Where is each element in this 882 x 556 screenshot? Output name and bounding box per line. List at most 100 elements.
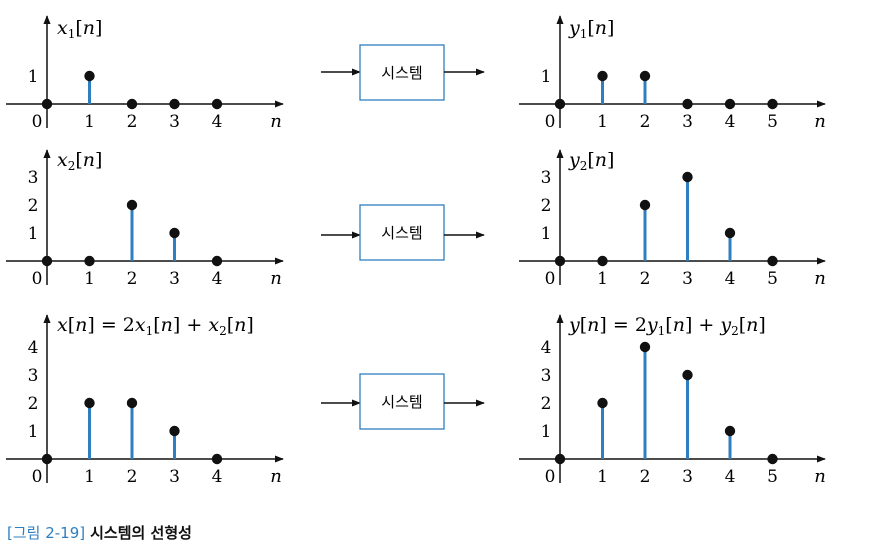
x-tick-label-y: 0 — [545, 467, 556, 487]
n-axis-label-y: n — [814, 466, 826, 487]
x-tick-label-x: 1 — [84, 467, 95, 487]
x-tick-label-x1: 4 — [212, 112, 223, 132]
plot-x1: 0 1 2 3 4 n 1 — [6, 15, 284, 132]
sample-point-y2-3 — [682, 171, 693, 183]
sample-point-y2-5 — [767, 255, 778, 267]
title-x2: x2[n] — [57, 149, 102, 173]
y-tick-label-y2: 1 — [541, 224, 552, 244]
sample-point-y1-5 — [767, 98, 778, 110]
title-y1: y1[n] — [568, 17, 614, 41]
x-tick-label-y: 5 — [767, 467, 778, 487]
title-y: y[n] = 2y1[n] + y2[n] — [568, 314, 766, 338]
sample-point-x1-2 — [126, 98, 138, 110]
n-axis-label-y1: n — [814, 111, 826, 132]
plot-y2: 0 1 2 3 4 5 n 1 2 3 — [519, 149, 826, 289]
system-blocks: 시스템 시스템 시스템 — [321, 44, 485, 430]
x-tick-label-y1: 0 — [545, 112, 556, 132]
plot-x2: 0 1 2 3 4 n 1 2 3 — [6, 149, 284, 289]
x-tick-label-x2: 3 — [169, 269, 180, 289]
y-tick-label-y2: 2 — [541, 196, 552, 216]
x-tick-label-x: 3 — [169, 467, 180, 487]
system-box-2 — [359, 204, 445, 261]
stem-plots: 0 1 2 3 4 n 1 0 1 2 3 4 5 n 1 0 1 2 3 4 n 1 2 3 0 1 2 3 4 5 n 1 2 3 0 1 2 3 4 n… — [6, 15, 826, 487]
sample-point-x2-1 — [84, 255, 95, 267]
x-tick-label-y2: 2 — [640, 269, 651, 289]
sample-point-x-3 — [169, 425, 180, 437]
x-tick-label-y1: 1 — [597, 112, 608, 132]
x-tick-label-y1: 4 — [725, 112, 736, 132]
plot-x: 0 1 2 3 4 n 1 2 3 4 — [6, 314, 284, 487]
y-tick-label-y: 2 — [541, 394, 552, 414]
sample-point-y-4 — [724, 425, 736, 437]
y-tick-label-x2: 2 — [28, 196, 39, 216]
sample-point-y-1 — [597, 397, 608, 409]
sample-point-x-4 — [211, 453, 223, 465]
sample-point-y1-3 — [682, 98, 693, 110]
n-axis-label-y2: n — [814, 268, 826, 289]
sample-point-y-3 — [682, 369, 693, 381]
system-box-3 — [359, 373, 445, 430]
y-tick-label-y1: 1 — [541, 67, 552, 87]
sample-point-y2-2 — [639, 199, 651, 211]
sample-point-x1-1 — [84, 70, 95, 82]
x-tick-label-y2: 5 — [767, 269, 778, 289]
sample-point-x1-0 — [41, 98, 53, 110]
sample-point-x-0 — [41, 453, 53, 465]
y-tick-label-x1: 1 — [28, 67, 39, 87]
x-tick-label-x1: 2 — [127, 112, 138, 132]
x-tick-label-y1: 3 — [682, 112, 693, 132]
title-x: x[n] = 2x1[n] + x2[n] — [57, 314, 254, 338]
n-axis-label-x2: n — [270, 268, 282, 289]
sample-point-x2-0 — [41, 255, 53, 267]
y-tick-label-x2: 3 — [28, 168, 39, 188]
caption-title: 시스템의 선형성 — [90, 524, 192, 542]
x-tick-label-y2: 0 — [545, 269, 556, 289]
sample-point-x-1 — [84, 397, 95, 409]
sample-point-x2-3 — [169, 227, 180, 239]
sample-point-x-2 — [126, 397, 138, 409]
system-label-1: 시스템 — [381, 64, 422, 82]
sample-point-x2-2 — [126, 199, 138, 211]
y-tick-label-y: 1 — [541, 422, 552, 442]
sample-point-y1-2 — [639, 70, 651, 82]
x-tick-label-x2: 2 — [127, 269, 138, 289]
x-tick-label-x2: 0 — [32, 269, 43, 289]
y-tick-label-y: 3 — [541, 366, 552, 386]
y-tick-label-y: 4 — [541, 338, 552, 358]
x-tick-label-x1: 1 — [84, 112, 95, 132]
sample-point-y2-4 — [724, 227, 736, 239]
sample-point-y1-0 — [554, 98, 566, 110]
x-tick-label-x2: 1 — [84, 269, 95, 289]
system-label-3: 시스템 — [381, 393, 422, 411]
sample-point-y1-4 — [724, 98, 736, 110]
y-tick-label-x: 2 — [28, 394, 39, 414]
x-tick-label-x2: 4 — [212, 269, 223, 289]
x-tick-label-y2: 4 — [725, 269, 736, 289]
system-block-3: 시스템 — [321, 373, 485, 430]
x-tick-label-y1: 5 — [767, 112, 778, 132]
x-tick-label-x: 2 — [127, 467, 138, 487]
caption-number: [그림 2-19] — [7, 524, 86, 542]
x-tick-label-y: 1 — [597, 467, 608, 487]
n-axis-label-x1: n — [270, 111, 282, 132]
sample-point-y-2 — [639, 341, 651, 353]
sample-point-y2-1 — [597, 255, 608, 267]
plot-y: 0 1 2 3 4 5 n 1 2 3 4 — [519, 314, 826, 487]
title-y2: y2[n] — [568, 149, 614, 173]
x-tick-label-x1: 3 — [169, 112, 180, 132]
x-tick-label-y: 2 — [640, 467, 651, 487]
sample-point-x1-3 — [169, 98, 180, 110]
x-tick-label-x: 4 — [212, 467, 223, 487]
y-tick-label-x2: 1 — [28, 224, 39, 244]
sample-point-x2-4 — [211, 255, 223, 267]
system-block-2: 시스템 — [321, 204, 485, 261]
n-axis-label-x: n — [270, 466, 282, 487]
x-tick-label-x1: 0 — [32, 112, 43, 132]
figure-caption: [그림 2-19] 시스템의 선형성 — [7, 522, 192, 543]
x-tick-label-y2: 3 — [682, 269, 693, 289]
y-tick-label-y2: 3 — [541, 168, 552, 188]
title-x1: x1[n] — [57, 17, 102, 41]
x-tick-label-y: 4 — [725, 467, 736, 487]
x-tick-label-y1: 2 — [640, 112, 651, 132]
